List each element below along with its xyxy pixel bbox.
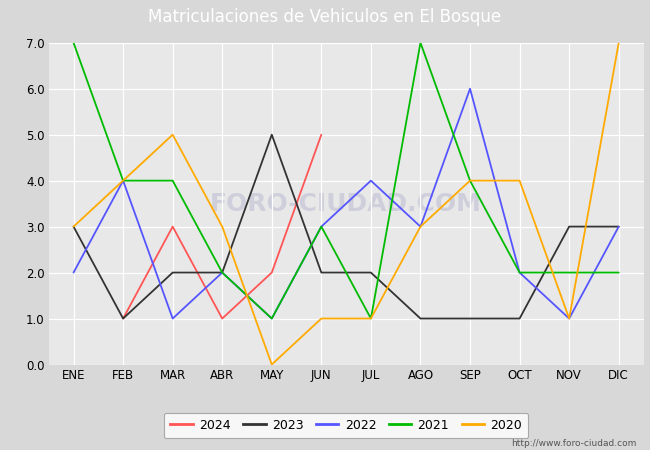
Text: FORO-CIUDAD.COM: FORO-CIUDAD.COM [210, 192, 482, 216]
Text: http://www.foro-ciudad.com: http://www.foro-ciudad.com [512, 439, 637, 448]
Text: Matriculaciones de Vehiculos en El Bosque: Matriculaciones de Vehiculos en El Bosqu… [148, 8, 502, 26]
Legend: 2024, 2023, 2022, 2021, 2020: 2024, 2023, 2022, 2021, 2020 [164, 413, 528, 438]
